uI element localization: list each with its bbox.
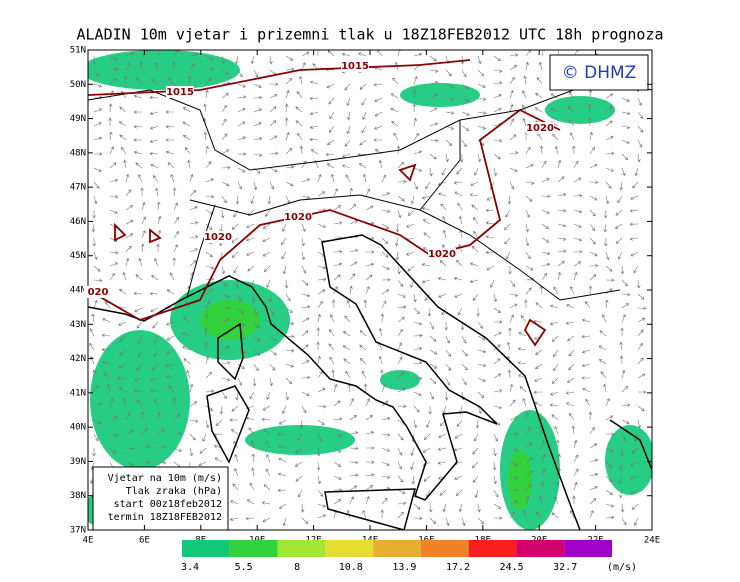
- borders: [88, 79, 652, 301]
- info-line: Vjetar na 10m (m/s): [108, 473, 222, 484]
- lat-label: 45N: [70, 251, 86, 261]
- info-line: start 00z18feb2012: [114, 499, 222, 510]
- legend-swatch: [182, 540, 230, 557]
- isobar-label-bg: [526, 122, 554, 134]
- isobar-label-bg: [341, 60, 369, 72]
- map-content: [88, 50, 652, 530]
- legend-label: 8: [294, 562, 300, 573]
- info-line: Tlak zraka (hPa): [126, 486, 222, 497]
- lon-label: 6E: [139, 536, 150, 546]
- legend-swatch: [373, 540, 421, 557]
- lat-label: 38N: [70, 491, 86, 501]
- lat-label: 51N: [70, 46, 86, 56]
- legend-label: 5.5: [235, 562, 253, 573]
- legend-swatch: [277, 540, 326, 557]
- wind-fields-strong: [200, 300, 532, 510]
- lat-label: 42N: [70, 354, 86, 364]
- lat-label: 41N: [70, 388, 86, 398]
- legend-label: 24.5: [500, 562, 524, 573]
- legend-unit: (m/s): [607, 562, 637, 573]
- legend-swatch: [325, 540, 374, 557]
- isobar-label-bg: [284, 211, 312, 223]
- coastlines: [88, 234, 652, 530]
- lon-label: 4E: [83, 536, 94, 546]
- isobar-label-bg: [204, 231, 232, 243]
- legend-swatch: [516, 540, 565, 557]
- isobar-label: 1020: [428, 249, 456, 260]
- lat-label: 48N: [70, 148, 86, 158]
- copyright-frame: [549, 54, 649, 91]
- isobar-label: 1015: [341, 61, 369, 72]
- isobar-label: 020: [88, 287, 109, 298]
- info-box: Vjetar na 10m (m/s) Tlak zraka (hPa) start…: [92, 466, 229, 531]
- legend-label: 3.4: [181, 562, 199, 573]
- legend: 3.4 5.5 8 10.8 13.9 17.2 24.5 32.7 (m/s): [181, 540, 637, 573]
- legend-swatch: [468, 540, 517, 557]
- lat-label: 49N: [70, 114, 86, 124]
- isobar-label: 1020: [204, 232, 232, 243]
- legend-swatch: [564, 540, 612, 557]
- copyright-box: © DHMZ: [549, 54, 649, 91]
- lon-label: 24E: [644, 536, 660, 546]
- lat-label: 43N: [70, 320, 86, 330]
- isobar-label: 1020: [284, 212, 312, 223]
- info-line: termin 18Z18FEB2012: [108, 512, 222, 523]
- lat-label: 44N: [70, 286, 86, 296]
- lat-label: 40N: [70, 423, 86, 433]
- map-title: ALADIN 10m vjetar i prizemni tlak u 18Z1…: [77, 26, 664, 44]
- legend-label: 17.2: [446, 562, 470, 573]
- legend-label: 32.7: [553, 562, 577, 573]
- legend-swatch: [229, 540, 278, 557]
- isobar-label-bg: [166, 86, 194, 98]
- lat-label: 37N: [70, 526, 86, 536]
- legend-swatch: [420, 540, 469, 557]
- isobar-label: 1020: [526, 123, 554, 134]
- lat-label: 50N: [70, 80, 86, 90]
- lat-label: 46N: [70, 217, 86, 227]
- isobar-label-bg: [84, 286, 112, 298]
- legend-label: 13.9: [392, 562, 416, 573]
- copyright: © DHMZ: [562, 63, 637, 83]
- isobar-label: 1015: [166, 87, 194, 98]
- info-frame: [92, 466, 229, 531]
- legend-label: 10.8: [339, 562, 363, 573]
- isobar-label-bg: [428, 248, 456, 260]
- lat-label: 47N: [70, 183, 86, 193]
- lat-label: 39N: [70, 457, 86, 467]
- isobars: [88, 59, 561, 347]
